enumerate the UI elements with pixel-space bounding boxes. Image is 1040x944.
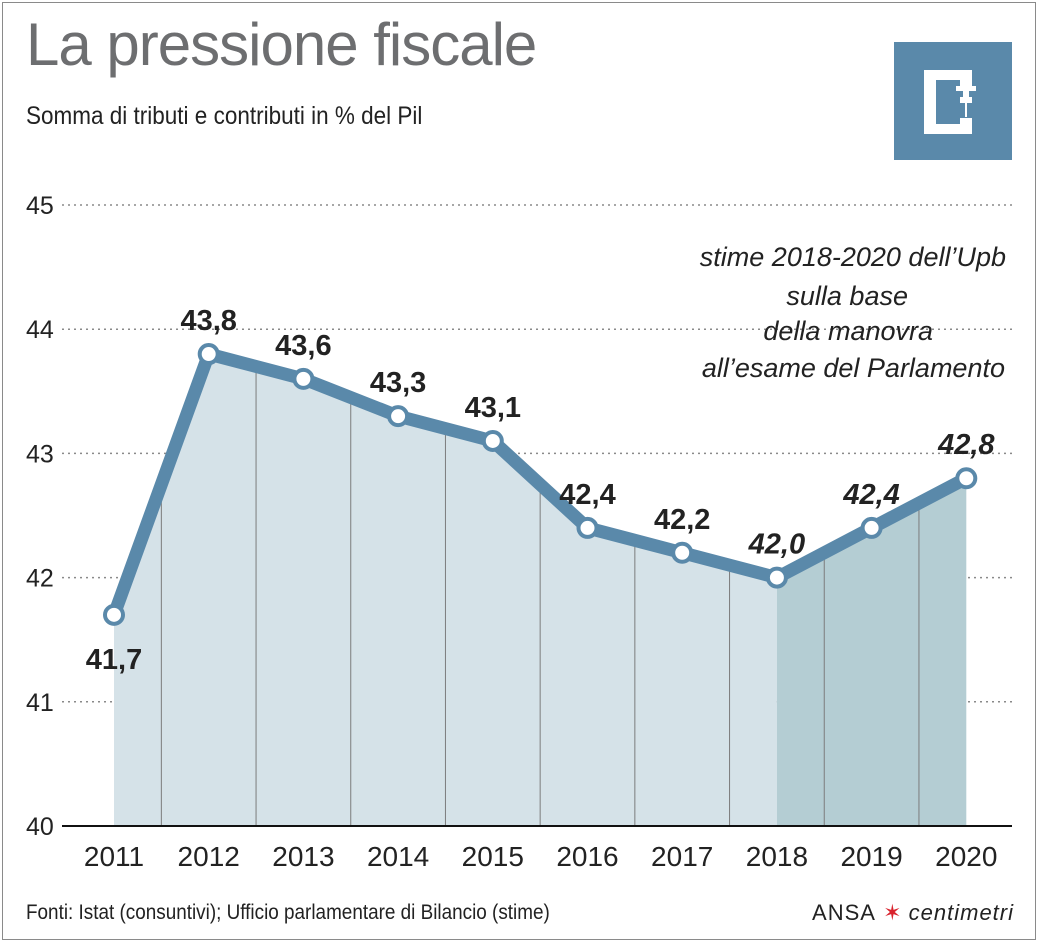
data-point [860, 516, 883, 539]
y-tick-label: 42 [26, 565, 54, 593]
estimate-annotation-line: sulla base [786, 281, 908, 311]
data-point [103, 603, 125, 626]
y-tick-label: 44 [26, 316, 54, 344]
x-tick-label: 2015 [462, 841, 524, 872]
data-label: 42,0 [748, 529, 805, 561]
source-note: Fonti: Istat (consuntivi); Ufficio parla… [26, 901, 550, 924]
estimate-annotation-line: all’esame del Parlamento [702, 353, 1005, 383]
data-label: 41,7 [86, 644, 142, 676]
estimate-annotation-line: stime 2018-2020 dell’Upb [700, 242, 1006, 272]
star-icon: ✶ [883, 900, 902, 925]
x-tick-label: 2012 [178, 841, 240, 872]
chart-subtitle: Somma di tributi e contributi in % del P… [26, 102, 423, 130]
data-label: 43,3 [370, 367, 426, 399]
x-tick-label: 2018 [746, 841, 808, 872]
y-tick-label: 40 [26, 813, 54, 841]
data-point [576, 516, 599, 539]
y-tick-label: 43 [26, 440, 54, 468]
x-tick-label: 2020 [935, 841, 997, 872]
data-point [671, 541, 694, 564]
series-line [107, 347, 973, 622]
x-tick-label: 2013 [272, 841, 334, 872]
data-label: 42,4 [842, 479, 899, 511]
x-tick-label: 2019 [840, 841, 902, 872]
data-label: 42,8 [937, 429, 995, 461]
data-label: 43,6 [275, 330, 331, 362]
y-tick-label: 41 [26, 689, 54, 717]
x-tick-label: 2016 [556, 841, 618, 872]
line-chart: 40 41 42 43 44 45 41,7 43,8 43,6 43,3 43,1 42,4 42,2… [26, 192, 1012, 872]
data-label: 42,2 [654, 504, 710, 536]
chart-title: La pressione fiscale [26, 11, 537, 78]
x-tick-label: 2014 [367, 841, 429, 872]
data-point [292, 367, 315, 390]
brand-ansa: ANSA [812, 900, 876, 925]
y-tick-label: 45 [26, 192, 54, 220]
data-point [955, 467, 978, 490]
data-point [197, 343, 220, 366]
data-label: 43,1 [465, 392, 521, 424]
data-point [765, 566, 788, 589]
clamp-icon [894, 42, 1012, 160]
data-label: 42,4 [559, 479, 615, 511]
data-point [481, 429, 504, 452]
x-tick-label: 2011 [84, 841, 144, 872]
data-point [387, 405, 410, 428]
brand-centimetri: centimetri [908, 900, 1014, 925]
brand-logo: ANSA ✶ centimetri [812, 900, 1014, 926]
x-tick-label: 2017 [651, 841, 713, 872]
estimate-annotation-line: della manovra [763, 316, 933, 346]
data-label: 43,8 [180, 305, 236, 337]
